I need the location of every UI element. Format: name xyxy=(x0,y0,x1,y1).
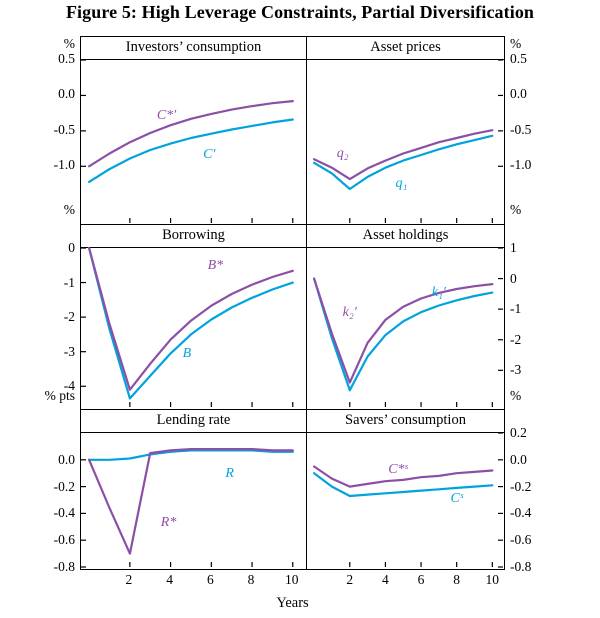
series-line-R xyxy=(88,449,294,461)
panel-title: Lending rate xyxy=(81,410,306,433)
x-axis-title: Years xyxy=(276,595,309,611)
panel-title: Investors’ consumption xyxy=(81,37,306,60)
panel-3: Borrowing B B* xyxy=(80,225,307,410)
y-tick-label: -0.4 xyxy=(53,505,75,521)
panel-5: Lending rate R R* xyxy=(80,410,307,570)
panel-plot xyxy=(81,246,294,407)
series-line-C′ xyxy=(88,118,294,183)
series-line-q₁ xyxy=(313,134,494,191)
series-label-k₂′: k₂′ xyxy=(342,304,357,320)
x-tick-label: 10 xyxy=(285,572,299,587)
series-line-C*′ xyxy=(88,100,294,168)
series-line-R* xyxy=(88,448,294,555)
y-tick-label: 0.5 xyxy=(58,51,75,66)
figure-title: Figure 5: High Leverage Constraints, Par… xyxy=(65,2,535,22)
y-tick-label: -0.6 xyxy=(53,532,75,548)
x-tick-label: 4 xyxy=(382,572,389,587)
series-label-C*ˢ: C*ˢ xyxy=(388,461,408,477)
series-line-Cˢ xyxy=(313,472,494,498)
x-tick-label: 4 xyxy=(166,572,173,587)
y-tick-label: 0.5 xyxy=(510,51,527,66)
y-tick-label: 0 xyxy=(510,270,517,286)
panel-plot xyxy=(313,59,503,223)
y-tick-label: -1.0 xyxy=(53,157,75,173)
series-label-k₁′: k₁′ xyxy=(431,284,446,300)
x-tick-label: 8 xyxy=(453,572,461,587)
axis-unit-label: % xyxy=(63,202,75,217)
y-tick-label: -2 xyxy=(63,309,75,325)
y-tick-label: -0.4 xyxy=(510,505,532,521)
series-label-C*′: C*′ xyxy=(156,107,177,123)
y-tick-label: -0.2 xyxy=(510,478,532,494)
series-line-q₂ xyxy=(313,129,494,181)
y-tick-label: 0.0 xyxy=(510,86,527,102)
y-tick-label: 0.2 xyxy=(510,425,527,440)
panel-title: Savers’ consumption xyxy=(307,410,504,433)
y-tick-label: -0.5 xyxy=(53,121,75,137)
y-tick-label: -0.5 xyxy=(510,121,532,137)
panel-plot xyxy=(313,432,503,568)
series-label-B: B xyxy=(182,346,192,362)
y-tick-label: -1 xyxy=(63,274,75,290)
x-tick-label: 2 xyxy=(125,572,133,587)
axis-unit-label: % xyxy=(510,202,522,217)
panel-plot xyxy=(81,448,294,568)
y-tick-label: 0.0 xyxy=(510,451,527,467)
y-tick-label: -4 xyxy=(63,378,75,394)
x-tick-label: 10 xyxy=(485,572,500,587)
series-label-Cˢ: Cˢ xyxy=(450,491,463,506)
y-tick-label: 1 xyxy=(510,240,517,255)
axis-unit-label: % xyxy=(510,388,522,403)
series-label-R: R xyxy=(225,465,234,481)
x-tick-label: 8 xyxy=(247,572,255,587)
y-tick-label: -3 xyxy=(63,343,75,359)
y-tick-label: -0.8 xyxy=(53,559,75,574)
panel-1: Investors’ consumption C′ C*′ xyxy=(80,36,307,225)
x-tick-label: 2 xyxy=(346,572,354,587)
axis-unit-label: % pts xyxy=(44,388,75,403)
series-label-C′: C′ xyxy=(203,146,216,162)
panel-title: Asset holdings xyxy=(307,225,504,248)
axis-unit-label: % xyxy=(510,36,522,51)
panel-plot xyxy=(313,247,503,407)
y-tick-label: 0.0 xyxy=(58,451,75,467)
y-tick-label: -0.6 xyxy=(510,532,532,548)
y-tick-label: -1.0 xyxy=(510,157,532,173)
series-line-C*ˢ xyxy=(313,465,494,488)
series-line-B* xyxy=(88,246,294,391)
panel-4: Asset holdings k₁′ k₂′ xyxy=(307,225,505,410)
panel-6: Savers’ consumption Cˢ C*ˢ xyxy=(307,410,505,570)
panel-2: Asset prices q₁ q₂ xyxy=(307,36,505,225)
x-tick-label: 6 xyxy=(206,572,214,587)
series-line-k₂′ xyxy=(313,277,494,384)
y-tick-label: -1 xyxy=(510,301,522,317)
y-tick-label: -0.2 xyxy=(53,478,75,494)
panel-title: Asset prices xyxy=(307,37,504,60)
x-tick-label: 6 xyxy=(417,572,425,587)
series-line-k₁′ xyxy=(313,277,494,392)
y-tick-label: -0.8 xyxy=(510,559,532,574)
y-tick-label: 0 xyxy=(68,240,75,255)
y-tick-label: -2 xyxy=(510,331,522,347)
axis-unit-label: % xyxy=(63,36,75,51)
series-label-R*: R* xyxy=(160,515,177,531)
series-label-q₁: q₁ xyxy=(395,175,408,191)
series-line-B xyxy=(88,246,294,400)
series-label-B*: B* xyxy=(207,258,224,273)
panel-plot xyxy=(81,59,294,223)
y-tick-label: -3 xyxy=(510,362,522,378)
panel-title: Borrowing xyxy=(81,225,306,248)
y-tick-label: 0.0 xyxy=(58,86,75,102)
series-label-q₂: q₂ xyxy=(336,145,349,161)
